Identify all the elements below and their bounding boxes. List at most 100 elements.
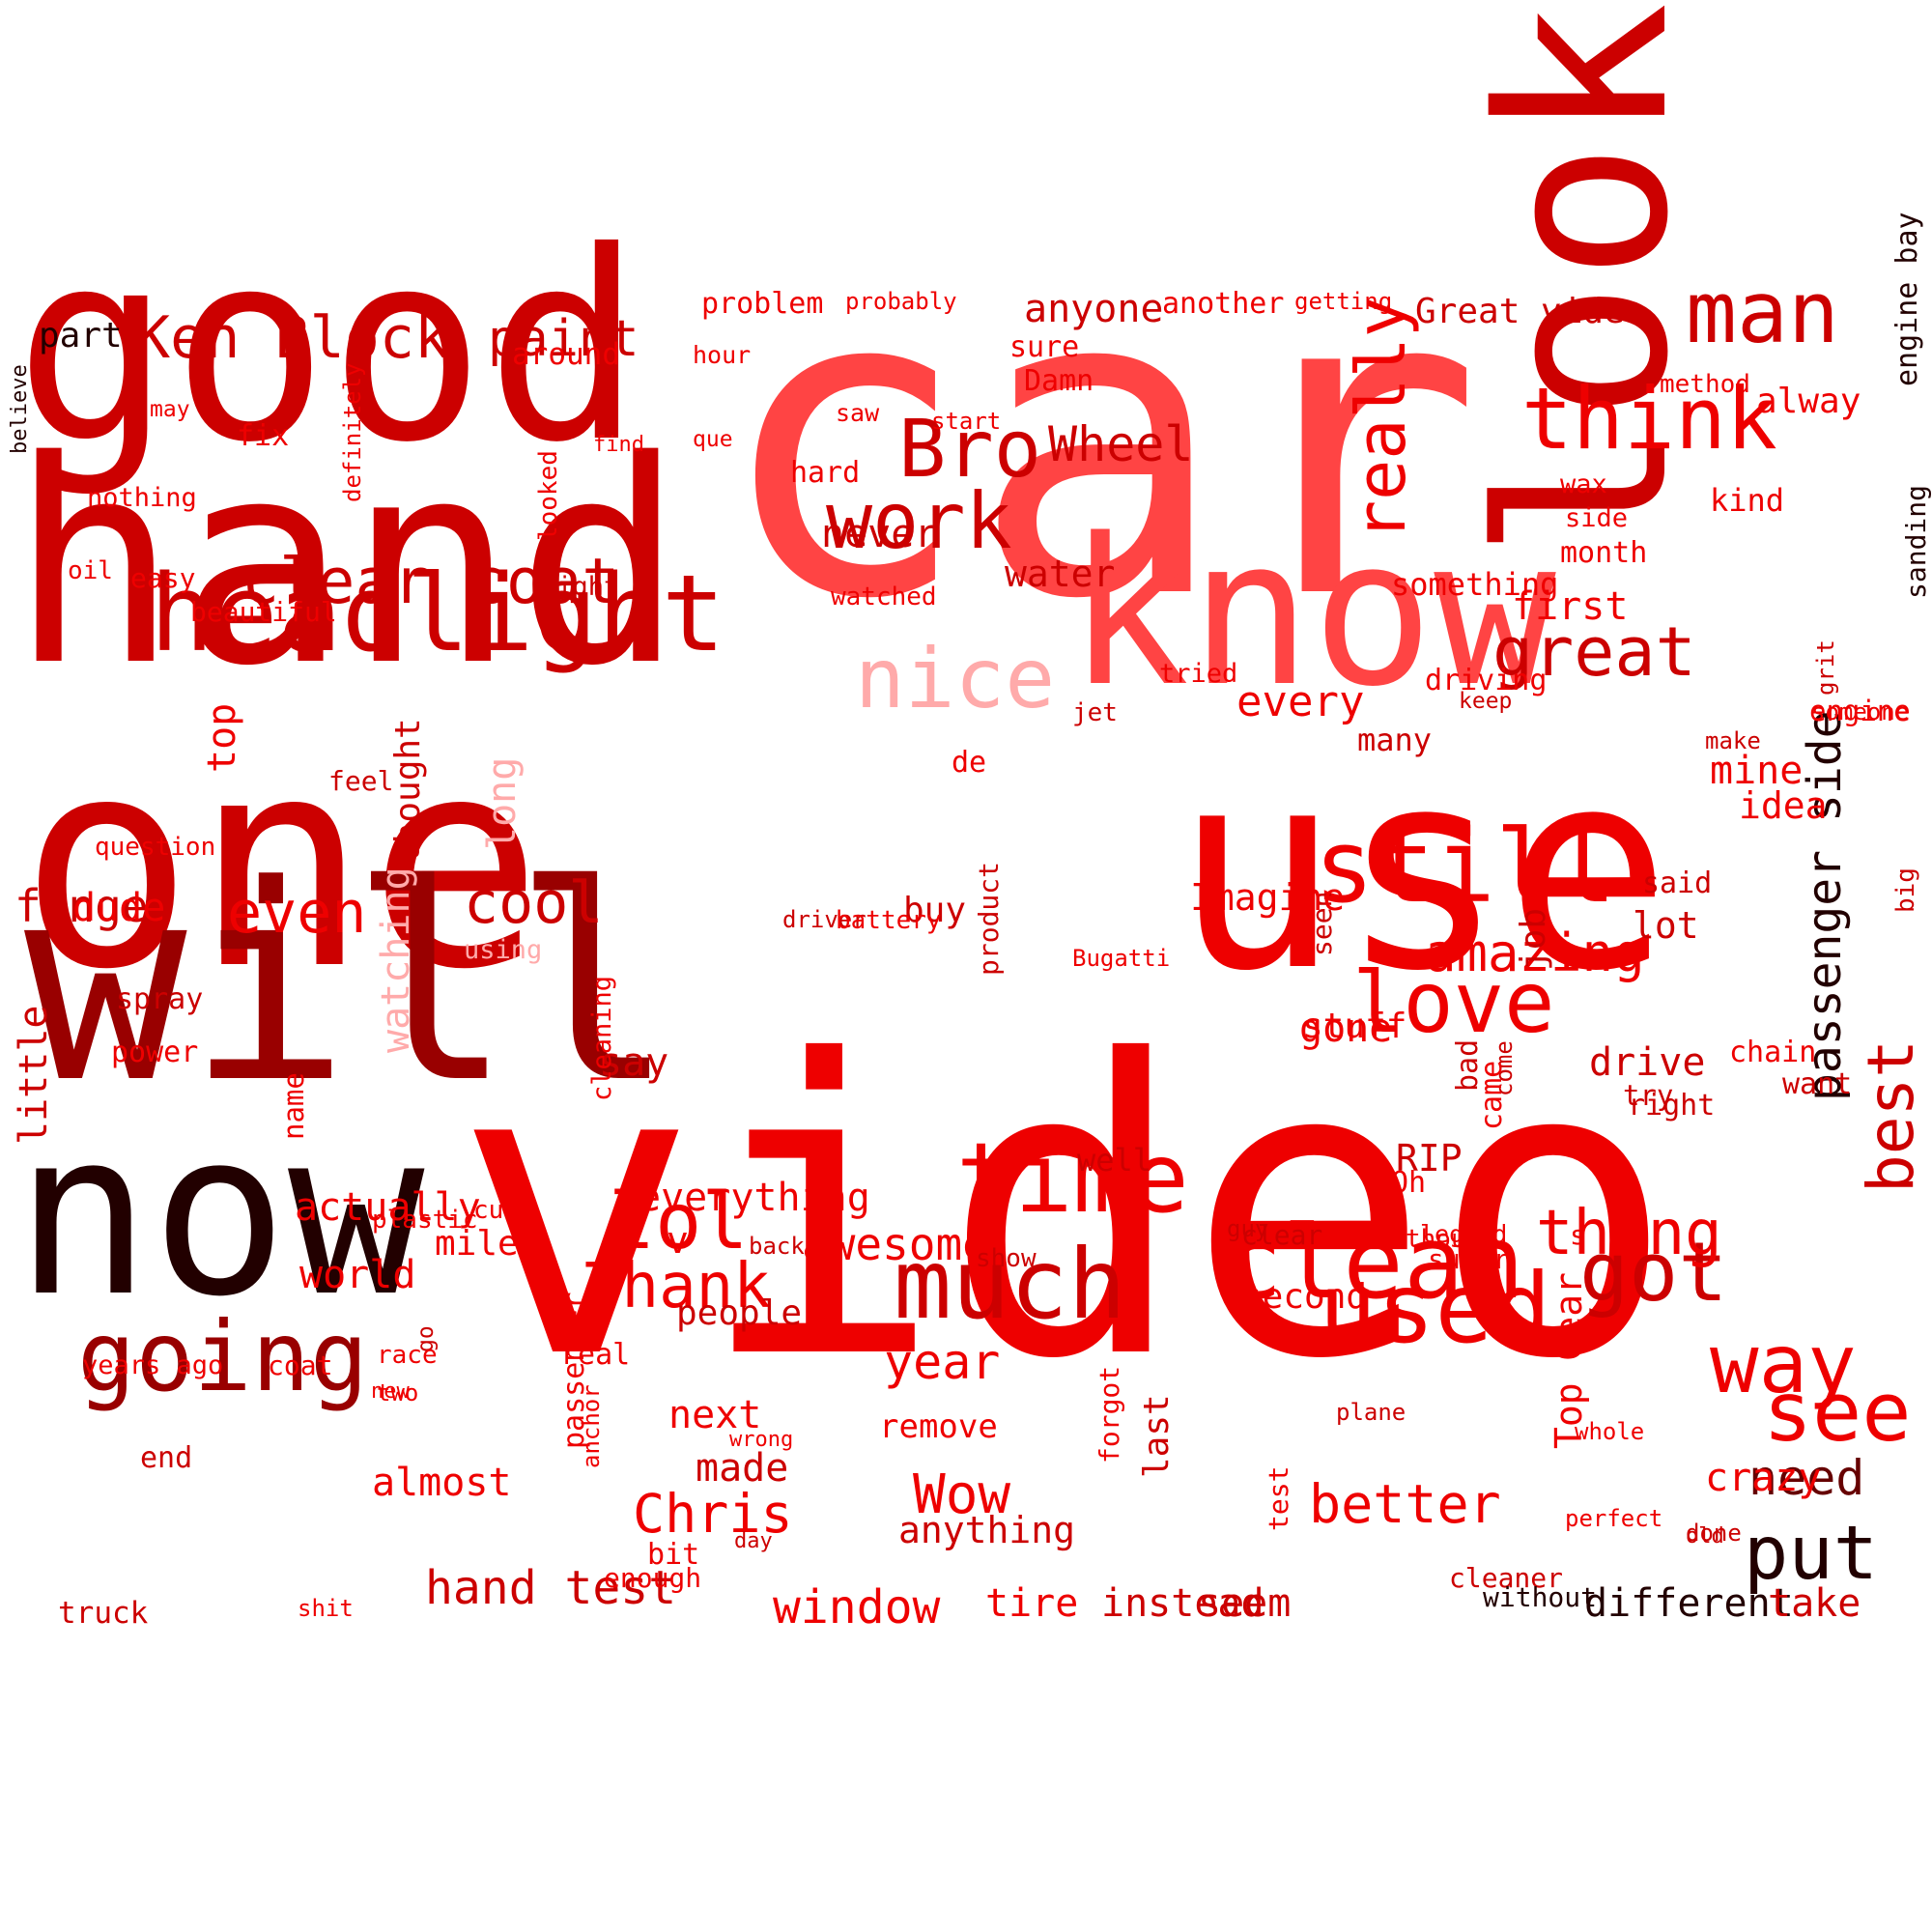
cloud-word: end bbox=[140, 1441, 193, 1475]
cloud-word: bit bbox=[647, 1538, 700, 1572]
cloud-word: beautiful bbox=[190, 596, 337, 628]
cloud-word: new bbox=[371, 1379, 410, 1404]
cloud-word: kind bbox=[1710, 482, 1785, 519]
cloud-word: anchor bbox=[578, 1384, 605, 1468]
cloud-word: believe bbox=[8, 364, 32, 454]
cloud-word: plane bbox=[1336, 1399, 1406, 1426]
cloud-word: headlight bbox=[150, 552, 726, 675]
cloud-word: buy bbox=[903, 891, 967, 930]
cloud-word: well bbox=[1077, 1142, 1152, 1179]
cloud-word: easy bbox=[130, 562, 196, 594]
cloud-word: much bbox=[894, 1228, 1126, 1341]
cloud-word: show bbox=[976, 1244, 1037, 1273]
cloud-word: tried bbox=[1159, 659, 1238, 689]
cloud-word: came bbox=[1475, 1060, 1509, 1130]
cloud-word: day bbox=[734, 1529, 773, 1553]
cloud-word: every bbox=[1236, 677, 1365, 726]
cloud-word: finger bbox=[14, 880, 176, 932]
cloud-word: using bbox=[464, 935, 543, 965]
cloud-word: de bbox=[952, 746, 987, 780]
cloud-word: month bbox=[1560, 536, 1648, 570]
cloud-word: method bbox=[1660, 370, 1750, 399]
cloud-word: fix bbox=[237, 419, 290, 453]
cloud-word: super bbox=[1428, 1243, 1510, 1275]
cloud-word: Wheel bbox=[1048, 416, 1194, 472]
cloud-word: hour bbox=[693, 341, 752, 369]
cloud-word: name bbox=[277, 1072, 310, 1140]
cloud-word: big bbox=[1891, 867, 1920, 913]
cloud-word: say bbox=[599, 1040, 669, 1085]
cloud-word: going bbox=[77, 1300, 369, 1413]
cloud-word: make bbox=[1705, 727, 1761, 754]
cloud-word: legend bbox=[1420, 1220, 1508, 1248]
cloud-word: amazing bbox=[1425, 923, 1645, 983]
cloud-word: grit bbox=[1812, 639, 1839, 696]
cloud-word: jet bbox=[1072, 698, 1118, 727]
cloud-word: cool bbox=[464, 869, 604, 937]
cloud-word: find bbox=[593, 433, 644, 457]
cloud-word: start bbox=[931, 408, 1002, 435]
cloud-word: cleaning bbox=[587, 975, 617, 1101]
cloud-word: many bbox=[1357, 722, 1433, 758]
cloud-word: Wow bbox=[913, 1463, 1011, 1526]
cloud-word: thing bbox=[1536, 1198, 1722, 1269]
cloud-word: second bbox=[1241, 1277, 1368, 1317]
cloud-word: better bbox=[1309, 1473, 1501, 1535]
cloud-word: got bbox=[1579, 1225, 1728, 1321]
cloud-word: window bbox=[773, 1580, 941, 1634]
cloud-word: someone bbox=[1811, 698, 1910, 725]
cloud-word: plastic bbox=[372, 1206, 478, 1235]
cloud-word: part bbox=[39, 316, 123, 355]
cloud-word: spray bbox=[116, 982, 204, 1016]
cloud-word: still bbox=[1314, 808, 1617, 925]
cloud-word: perfect bbox=[1565, 1505, 1663, 1532]
cloud-word: definitely bbox=[339, 362, 366, 503]
cloud-word: wrong bbox=[729, 1428, 794, 1452]
cloud-word: product bbox=[973, 861, 1005, 976]
cloud-word: car bbox=[715, 197, 1483, 692]
cloud-word: man bbox=[1686, 263, 1839, 362]
cloud-word: question bbox=[95, 833, 216, 862]
cloud-word: Chris bbox=[633, 1483, 793, 1545]
cloud-word: now bbox=[14, 1083, 425, 1347]
cloud-word: remove bbox=[879, 1407, 998, 1446]
cloud-word: looked bbox=[534, 450, 563, 541]
cloud-word: cut bbox=[473, 1196, 519, 1225]
cloud-word: saw bbox=[836, 399, 880, 427]
cloud-word: sanding bbox=[1900, 484, 1932, 599]
cloud-word: whole bbox=[1575, 1418, 1645, 1445]
cloud-word: v bbox=[667, 1219, 689, 1262]
cloud-word: anything bbox=[898, 1509, 1076, 1551]
cloud-word: nothing bbox=[87, 483, 197, 513]
cloud-word: gone bbox=[1299, 1007, 1393, 1051]
cloud-word: wax bbox=[1560, 469, 1607, 499]
cloud-word: another bbox=[1162, 287, 1285, 321]
cloud-word: Damn bbox=[1024, 364, 1094, 398]
cloud-word: put bbox=[1744, 1511, 1879, 1597]
cloud-word: feel bbox=[328, 765, 394, 797]
cloud-word: little bbox=[12, 1005, 56, 1146]
cloud-word: never bbox=[821, 512, 938, 556]
cloud-word: mine bbox=[1710, 749, 1804, 793]
cloud-word: video bbox=[454, 976, 1676, 1448]
cloud-word: driver bbox=[782, 906, 867, 933]
cloud-word: engine bay bbox=[1890, 212, 1924, 386]
cloud-word: nice bbox=[855, 631, 1056, 727]
cloud-word: take bbox=[1768, 1581, 1861, 1626]
cloud-word: forgot bbox=[1094, 1365, 1125, 1463]
cloud-word: tire bbox=[985, 1581, 1079, 1626]
cloud-word: world bbox=[299, 1253, 416, 1297]
cloud-word: old bbox=[1686, 1524, 1724, 1548]
cloud-word: hand test bbox=[425, 1561, 677, 1615]
cloud-word: idea bbox=[1739, 784, 1828, 827]
cloud-word: race bbox=[377, 1341, 438, 1370]
cloud-word: job bbox=[1514, 907, 1553, 971]
cloud-word: mile bbox=[435, 1224, 519, 1264]
cloud-word: said bbox=[1642, 867, 1713, 900]
cloud-word: s bbox=[1570, 1219, 1586, 1251]
cloud-word: done bbox=[1686, 1520, 1742, 1547]
cloud-word: battery bbox=[836, 906, 942, 935]
cloud-word: clean bbox=[1222, 1204, 1525, 1321]
cloud-word: around bbox=[512, 337, 620, 372]
